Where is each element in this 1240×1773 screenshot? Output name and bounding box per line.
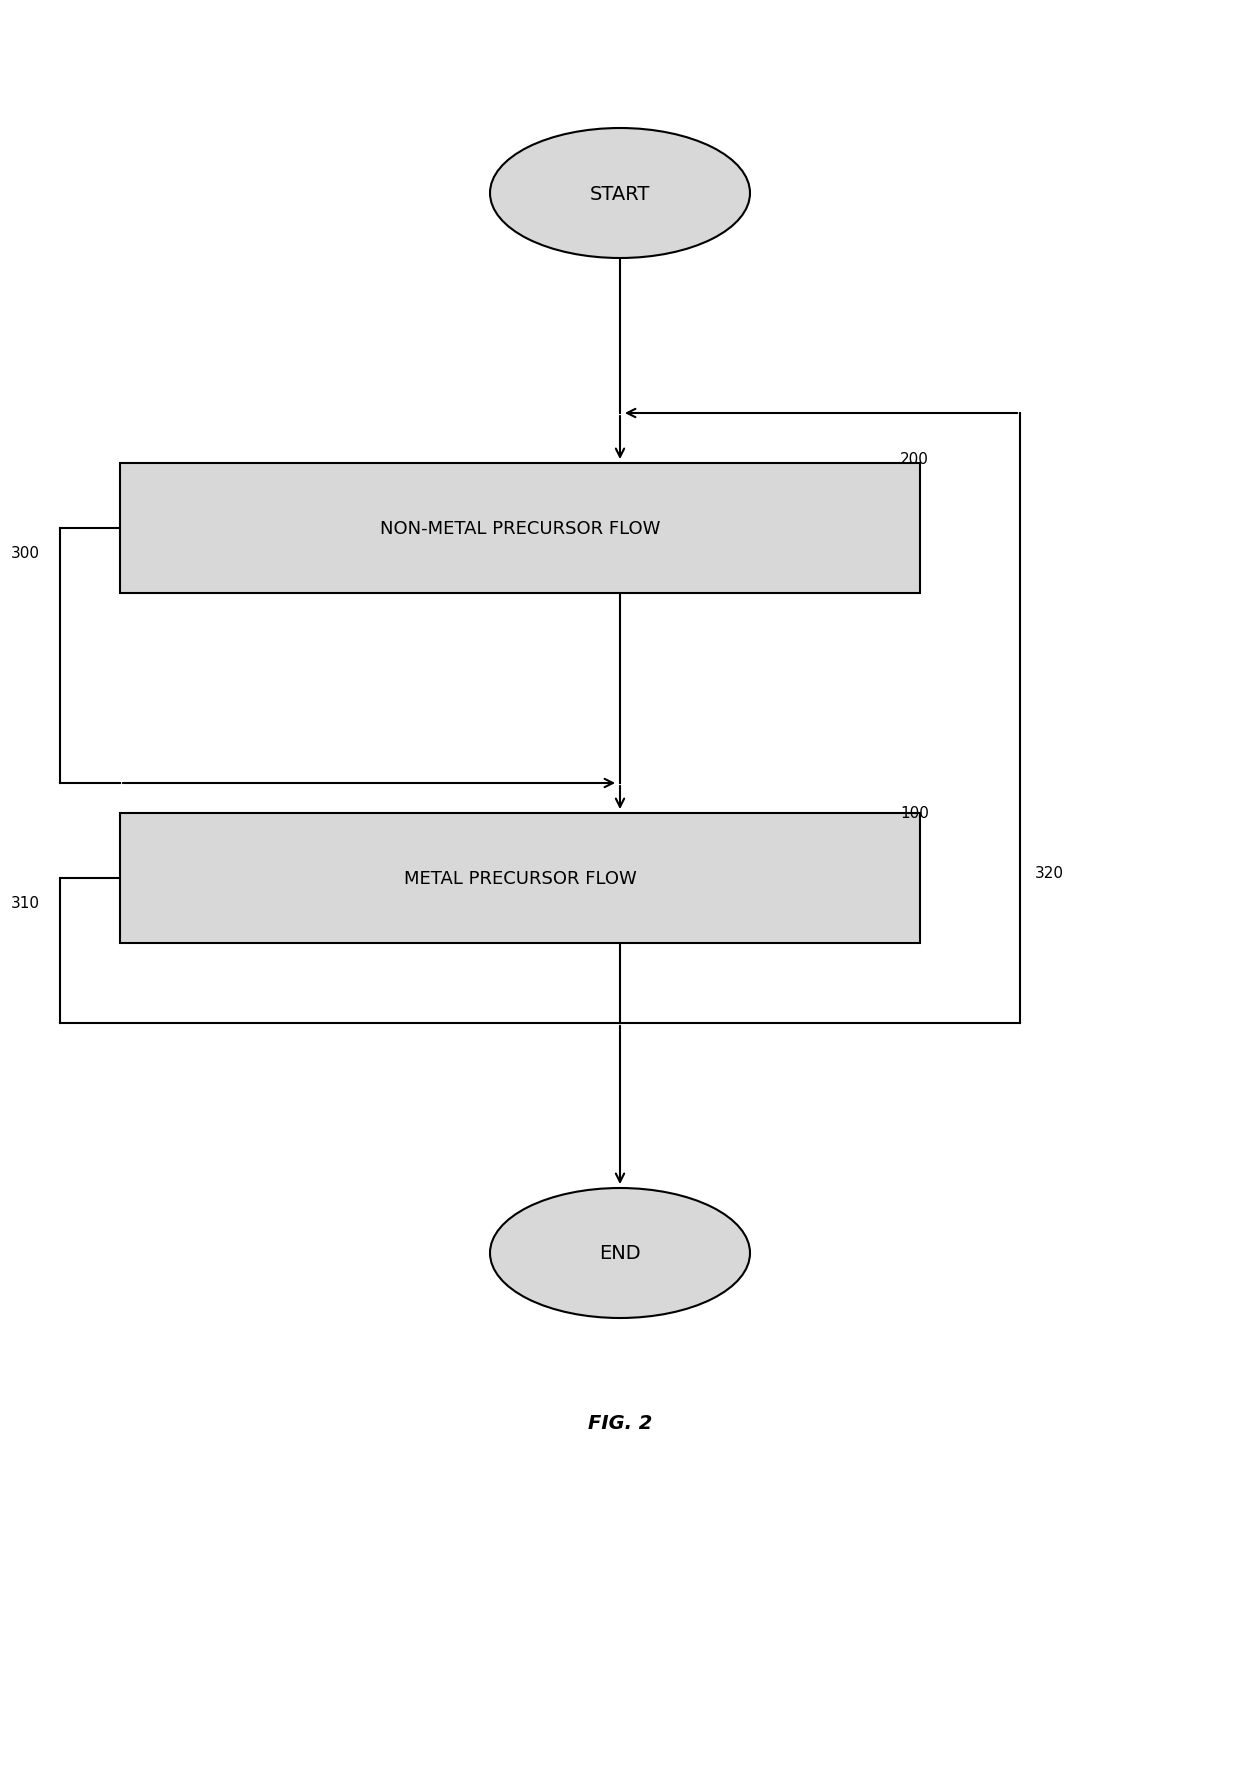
Text: 310: 310: [10, 895, 40, 911]
Text: 300: 300: [10, 546, 40, 562]
Ellipse shape: [490, 129, 750, 259]
Text: FIG. 2: FIG. 2: [588, 1413, 652, 1433]
Text: 100: 100: [900, 807, 929, 821]
Text: 200: 200: [900, 452, 929, 466]
Text: 320: 320: [1035, 865, 1064, 881]
Text: END: END: [599, 1245, 641, 1262]
Text: NON-METAL PRECURSOR FLOW: NON-METAL PRECURSOR FLOW: [379, 519, 660, 537]
FancyBboxPatch shape: [120, 814, 920, 943]
Text: START: START: [590, 184, 650, 204]
FancyBboxPatch shape: [120, 465, 920, 594]
Ellipse shape: [490, 1188, 750, 1319]
Text: METAL PRECURSOR FLOW: METAL PRECURSOR FLOW: [404, 869, 636, 888]
